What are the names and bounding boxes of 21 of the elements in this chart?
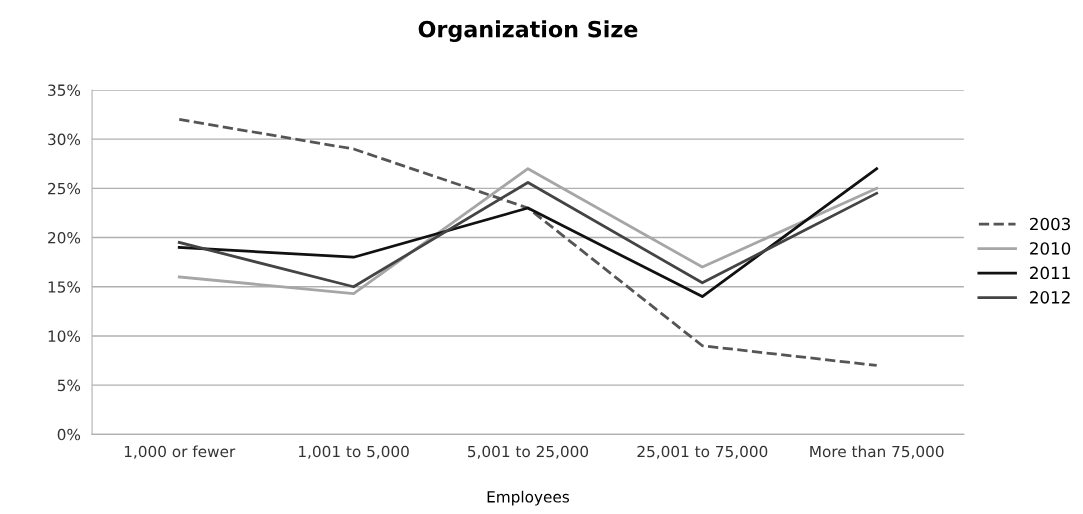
- x-tick-label: More than 75,000: [810, 445, 944, 459]
- y-tick-label: 25%: [48, 182, 81, 195]
- line-series: [177, 118, 879, 367]
- x-tick-label: 1,001 to 5,000: [299, 445, 409, 459]
- line-series: [177, 181, 879, 289]
- legend-label: 2003: [1030, 217, 1070, 231]
- x-axis-title: Employees: [487, 490, 570, 506]
- y-tick-label: 15%: [48, 281, 81, 293]
- y-tick-label: 30%: [48, 133, 81, 146]
- y-tick-label: 20%: [48, 232, 81, 244]
- chart-title: Organization Size: [418, 20, 638, 42]
- y-tick-label: 5%: [57, 379, 81, 392]
- x-tick-label: 25,001 to 75,000: [637, 445, 768, 459]
- legend-label: 2010: [1030, 242, 1071, 255]
- legend-label: 2011: [1030, 266, 1070, 280]
- legend-label: 2012: [1030, 291, 1070, 304]
- y-tick-label: 35%: [48, 84, 81, 96]
- x-tick-label: 5,001 to 25,000: [468, 445, 589, 459]
- x-tick-label: 1,000 or fewer: [124, 445, 236, 459]
- y-tick-label: 10%: [48, 330, 81, 342]
- y-tick-label: 0%: [57, 428, 81, 441]
